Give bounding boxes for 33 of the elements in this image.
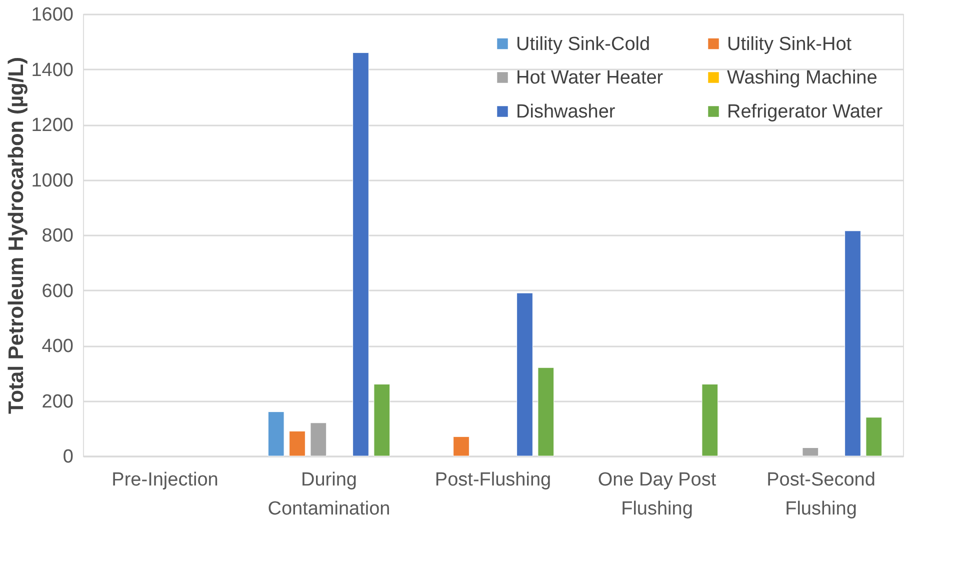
x-tick-label: One Day Post Flushing bbox=[598, 470, 717, 520]
legend-label: Dishwasher bbox=[516, 102, 616, 122]
bar bbox=[538, 367, 554, 456]
bar bbox=[289, 430, 306, 456]
x-tick-label: Pre-Injection bbox=[112, 470, 218, 490]
y-tick-label: 1000 bbox=[31, 170, 74, 192]
x-tick-label: During Contamination bbox=[268, 470, 390, 520]
legend-label: Washing Machine bbox=[727, 68, 878, 88]
bar bbox=[453, 436, 470, 456]
y-tick-label: 600 bbox=[42, 280, 74, 302]
bar bbox=[268, 412, 284, 456]
y-tick-label: 200 bbox=[42, 391, 74, 412]
bar bbox=[352, 52, 369, 456]
bar bbox=[702, 384, 718, 456]
y-tick-label: 1400 bbox=[31, 60, 74, 81]
bar bbox=[310, 422, 327, 456]
bar bbox=[844, 230, 861, 456]
x-tick-label: Post-Flushing bbox=[434, 470, 552, 490]
y-tick-label: 1600 bbox=[31, 4, 74, 26]
bar bbox=[374, 384, 390, 456]
legend-label: Utility Sink-Cold bbox=[516, 34, 650, 55]
y-tick-label: 0 bbox=[62, 446, 74, 468]
legend-label: Hot Water Heater bbox=[516, 68, 664, 88]
y-axis-title: Total Petroleum Hydrocarbon (µg/L) bbox=[5, 56, 28, 414]
x-tick-label: Post-Second Flushing bbox=[766, 470, 876, 520]
bar bbox=[866, 417, 882, 456]
y-tick-label: 800 bbox=[42, 226, 74, 246]
bar bbox=[516, 292, 533, 456]
legend-label: Utility Sink-Hot bbox=[727, 34, 852, 55]
legend-label: Refrigerator Water bbox=[727, 102, 884, 122]
y-tick-label: 400 bbox=[42, 336, 74, 357]
y-tick-label: 1200 bbox=[31, 115, 74, 136]
bar bbox=[802, 447, 819, 456]
